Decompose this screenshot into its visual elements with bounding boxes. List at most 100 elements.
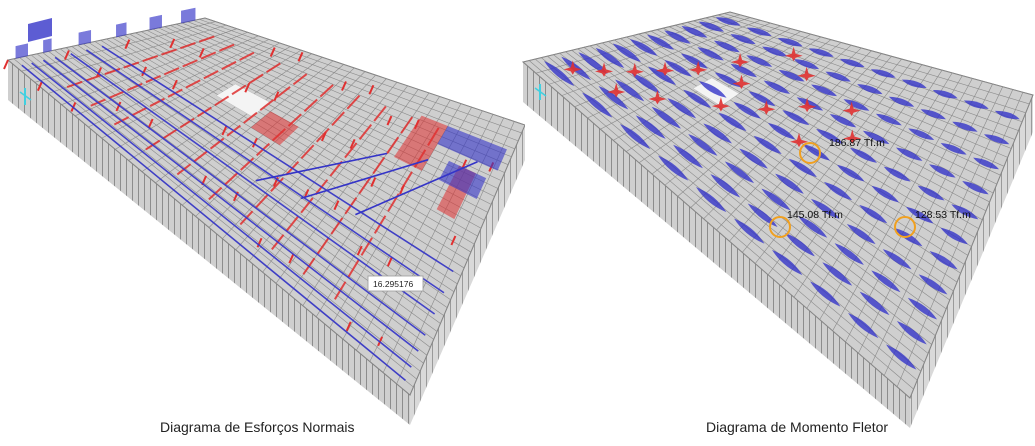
- negative-moment-diagram: [896, 321, 927, 345]
- tension-force-line: [240, 157, 255, 171]
- tension-force-line: [360, 237, 373, 256]
- negative-moment-diagram: [748, 91, 776, 107]
- negative-moment-diagram: [775, 173, 804, 194]
- grid-line: [677, 44, 852, 197]
- negative-moment-diagram: [823, 181, 853, 201]
- negative-moment-diagram: [907, 297, 938, 320]
- value-tooltip: 16.295176: [367, 275, 424, 292]
- compression-force-block: [78, 29, 92, 46]
- compression-force-block: [28, 18, 52, 42]
- negative-moment-diagram: [782, 110, 810, 126]
- negative-moment-diagram: [798, 215, 828, 238]
- grid-line: [909, 94, 1034, 399]
- negative-moment-diagram: [629, 39, 658, 56]
- negative-moment-diagram: [810, 281, 841, 307]
- compression-force-line: [70, 53, 436, 315]
- positive-moment-diagram: [656, 61, 675, 77]
- negative-moment-diagram: [697, 47, 724, 61]
- negative-moment-diagram: [825, 71, 851, 82]
- grid-line: [522, 11, 731, 63]
- negative-moment-diagram: [871, 185, 900, 203]
- negative-moment-diagram: [667, 98, 697, 119]
- tension-force-line: [358, 177, 372, 195]
- negative-moment-diagram: [763, 80, 791, 94]
- compression-force-line: [21, 64, 406, 381]
- tension-force-line: [303, 98, 318, 113]
- compression-force-block: [116, 22, 127, 38]
- negative-moment-diagram: [929, 164, 956, 178]
- negative-moment-diagram: [962, 180, 989, 195]
- negative-moment-diagram: [544, 60, 575, 87]
- negative-moment-diagram: [761, 188, 791, 211]
- negative-moment-diagram: [908, 128, 935, 141]
- grid-line: [74, 35, 259, 117]
- negative-moment-diagram: [696, 186, 727, 213]
- grid-line: [262, 85, 408, 273]
- tension-force-line: [162, 128, 178, 140]
- tension-force-tick: [399, 184, 405, 195]
- grid-line: [600, 28, 791, 130]
- negative-moment-diagram: [762, 46, 788, 57]
- positive-moment-diagram: [711, 97, 730, 112]
- positive-moment-diagram: [731, 52, 750, 68]
- negative-moment-diagram: [778, 69, 805, 82]
- negative-moment-diagram: [788, 158, 817, 178]
- negative-moment-diagram: [983, 134, 1010, 145]
- moment-label-3: 128.53 Tf.m: [915, 209, 971, 221]
- negative-moment-diagram: [746, 27, 772, 36]
- tension-force-line: [163, 67, 180, 76]
- tension-force-line: [198, 35, 215, 43]
- tension-force-line: [331, 111, 345, 126]
- tension-force-line: [200, 51, 217, 60]
- negative-moment-diagram: [681, 25, 708, 38]
- tension-force-tick: [320, 131, 327, 142]
- tension-force-line: [386, 136, 400, 154]
- compression-force-line: [54, 56, 426, 336]
- tension-force-tick: [450, 235, 457, 246]
- tension-force-line: [300, 197, 314, 214]
- tension-force-line: [214, 95, 230, 107]
- tension-force-tick: [256, 237, 263, 248]
- grid-line: [88, 39, 270, 128]
- tension-force-line: [85, 74, 102, 82]
- negative-moment-diagram: [848, 312, 879, 339]
- negative-moment-diagram: [664, 30, 691, 44]
- tension-force-tick: [356, 245, 363, 256]
- negative-moment-diagram: [713, 40, 740, 53]
- tension-force-line: [254, 193, 269, 209]
- tension-force-line: [270, 177, 284, 193]
- tension-force-line: [265, 62, 281, 74]
- tension-force-line: [319, 84, 334, 98]
- tension-force-tick: [297, 51, 304, 62]
- negative-moment-diagram: [896, 147, 923, 161]
- tension-force-tick: [169, 38, 176, 49]
- tension-force-tick: [198, 47, 205, 58]
- tension-force-line: [372, 156, 386, 175]
- negative-moment-diagram: [810, 198, 840, 219]
- tension-force-line: [276, 86, 291, 99]
- grid-line: [155, 56, 323, 184]
- negative-moment-diagram: [631, 73, 661, 94]
- tension-force-tick: [124, 39, 131, 50]
- tension-force-line: [358, 124, 373, 140]
- grid-line: [101, 42, 280, 139]
- negative-moment-diagram: [715, 17, 741, 26]
- highlight-circle: [799, 142, 821, 164]
- tension-force-line: [219, 43, 235, 52]
- tension-force-line: [373, 105, 387, 122]
- tension-force-line: [108, 90, 125, 99]
- negative-moment-diagram: [615, 79, 645, 102]
- negative-moment-diagram: [793, 59, 820, 70]
- normal-force-diagram-panel: 16.295176: [3, 7, 525, 425]
- compression-force-band: [437, 126, 507, 171]
- tension-force-line: [239, 51, 255, 61]
- grid-line: [61, 31, 248, 105]
- negative-moment-diagram: [834, 243, 864, 265]
- negative-moment-diagram: [843, 99, 870, 111]
- compression-force-line: [255, 152, 388, 182]
- negative-moment-diagram: [767, 122, 796, 140]
- negative-moment-diagram: [871, 270, 901, 293]
- left-caption: Diagrama de Esforços Normais: [160, 419, 355, 435]
- negative-moment-diagram: [658, 155, 689, 181]
- positive-moment-diagram: [563, 60, 582, 75]
